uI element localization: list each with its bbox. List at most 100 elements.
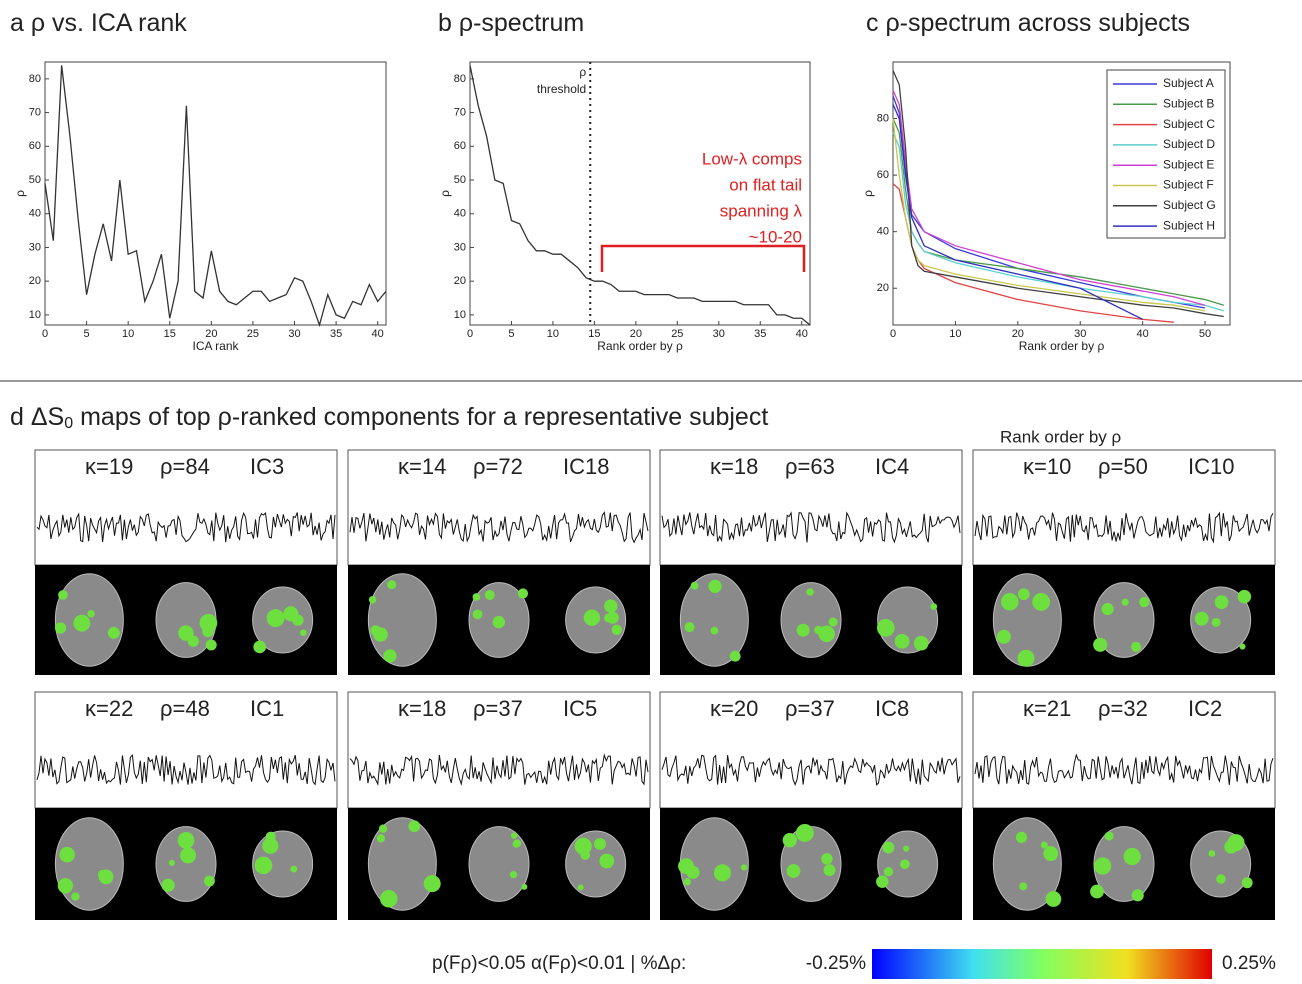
data-line xyxy=(892,183,1174,323)
x-tick-label: 40 xyxy=(372,328,384,340)
y-tick-label: 40 xyxy=(877,226,889,238)
legend-label: Subject G xyxy=(1163,198,1216,212)
rho-label: ρ=37 xyxy=(473,696,523,721)
colorbar-caption: p(Fρ)<0.05 α(Fρ)<0.01 | %Δρ: xyxy=(432,953,686,974)
activation xyxy=(1040,841,1048,849)
y-tick-label: 10 xyxy=(29,309,41,321)
activation xyxy=(828,617,838,627)
chart-title: b ρ-spectrum xyxy=(438,9,584,37)
activation xyxy=(107,626,120,639)
activation xyxy=(1139,597,1150,608)
activation xyxy=(1017,588,1030,601)
activation xyxy=(577,884,584,891)
activation xyxy=(876,875,889,888)
activation xyxy=(87,610,95,618)
x-tick-label: 15 xyxy=(588,328,600,340)
x-tick-label: 0 xyxy=(467,328,473,340)
title-part: ΔS xyxy=(31,403,64,431)
kappa-label: κ=20 xyxy=(710,696,758,721)
trace-box xyxy=(34,691,338,809)
activation xyxy=(161,878,175,892)
legend-label: Subject H xyxy=(1163,218,1215,232)
plot-frame xyxy=(892,61,1231,326)
activation xyxy=(1211,617,1221,627)
activation xyxy=(513,839,522,848)
data-line xyxy=(892,104,1143,320)
activation xyxy=(472,609,483,620)
x-tick-label: 35 xyxy=(754,328,766,340)
x-tick-label: 25 xyxy=(671,328,683,340)
time-series xyxy=(349,511,649,544)
x-tick-label: 40 xyxy=(1137,328,1149,340)
activation xyxy=(376,834,386,843)
y-axis-label: ρ xyxy=(861,190,875,197)
x-tick-label: 10 xyxy=(547,328,559,340)
data-line xyxy=(469,65,811,326)
y-tick-label: 40 xyxy=(454,208,466,220)
rho-label: ρ=48 xyxy=(160,696,210,721)
data-line xyxy=(892,70,1224,318)
activation xyxy=(782,833,797,848)
legend-label: Subject E xyxy=(1163,157,1214,171)
activation xyxy=(599,853,615,869)
x-tick-label: 5 xyxy=(508,328,514,340)
activation xyxy=(580,850,591,860)
rho-label: ρ=72 xyxy=(473,454,523,479)
x-axis-label: Rank order by ρ xyxy=(597,339,683,353)
brain-slice xyxy=(992,817,1062,911)
activation xyxy=(1045,891,1062,907)
data-line xyxy=(892,90,1206,306)
panel-letter: a xyxy=(10,9,24,37)
activation xyxy=(1214,595,1229,610)
activation xyxy=(818,625,835,643)
y-tick-label: 60 xyxy=(454,140,466,152)
y-tick-label: 50 xyxy=(29,174,41,186)
activation xyxy=(930,603,938,610)
activation xyxy=(823,864,836,877)
activation xyxy=(1094,857,1112,875)
activation xyxy=(795,823,814,842)
x-tick-label: 50 xyxy=(1199,328,1211,340)
activation xyxy=(254,856,273,875)
activation xyxy=(168,859,175,866)
activation xyxy=(373,627,388,642)
x-axis-label: ICA rank xyxy=(192,339,239,353)
plot-frame xyxy=(44,61,387,326)
kappa-label: κ=18 xyxy=(398,696,446,721)
activation xyxy=(57,878,74,894)
chart-title: a ρ vs. ICA rank xyxy=(10,9,187,37)
y-tick-label: 80 xyxy=(29,73,41,85)
activation xyxy=(492,615,505,629)
brain-slice xyxy=(367,573,437,667)
activation xyxy=(786,864,801,878)
legend-label: Subject F xyxy=(1163,178,1214,192)
kappa-label: κ=21 xyxy=(1023,696,1071,721)
activation xyxy=(710,626,719,635)
y-tick-label: 70 xyxy=(454,106,466,118)
kappa-label: κ=18 xyxy=(710,454,758,479)
x-tick-label: 5 xyxy=(84,328,90,340)
activation xyxy=(894,633,910,649)
ic-label: IC5 xyxy=(563,696,597,721)
activation xyxy=(1130,641,1142,652)
trace-box xyxy=(659,691,963,809)
activation xyxy=(708,579,722,593)
activation xyxy=(1019,882,1028,891)
y-tick-label: 60 xyxy=(877,169,889,181)
y-tick-label: 80 xyxy=(454,73,466,85)
activation xyxy=(253,640,267,654)
y-tick-label: 80 xyxy=(877,112,889,124)
activation xyxy=(521,883,528,890)
x-tick-label: 30 xyxy=(1074,328,1086,340)
activation xyxy=(1121,598,1129,606)
activation xyxy=(883,867,894,877)
activation xyxy=(740,864,748,871)
brain-slice xyxy=(54,817,124,911)
ic-label: IC4 xyxy=(875,454,909,479)
activation xyxy=(611,624,622,635)
trace-box xyxy=(34,449,338,566)
activation xyxy=(380,890,398,908)
brain-slice xyxy=(1190,586,1252,654)
title-text: ρ-spectrum xyxy=(459,9,584,37)
